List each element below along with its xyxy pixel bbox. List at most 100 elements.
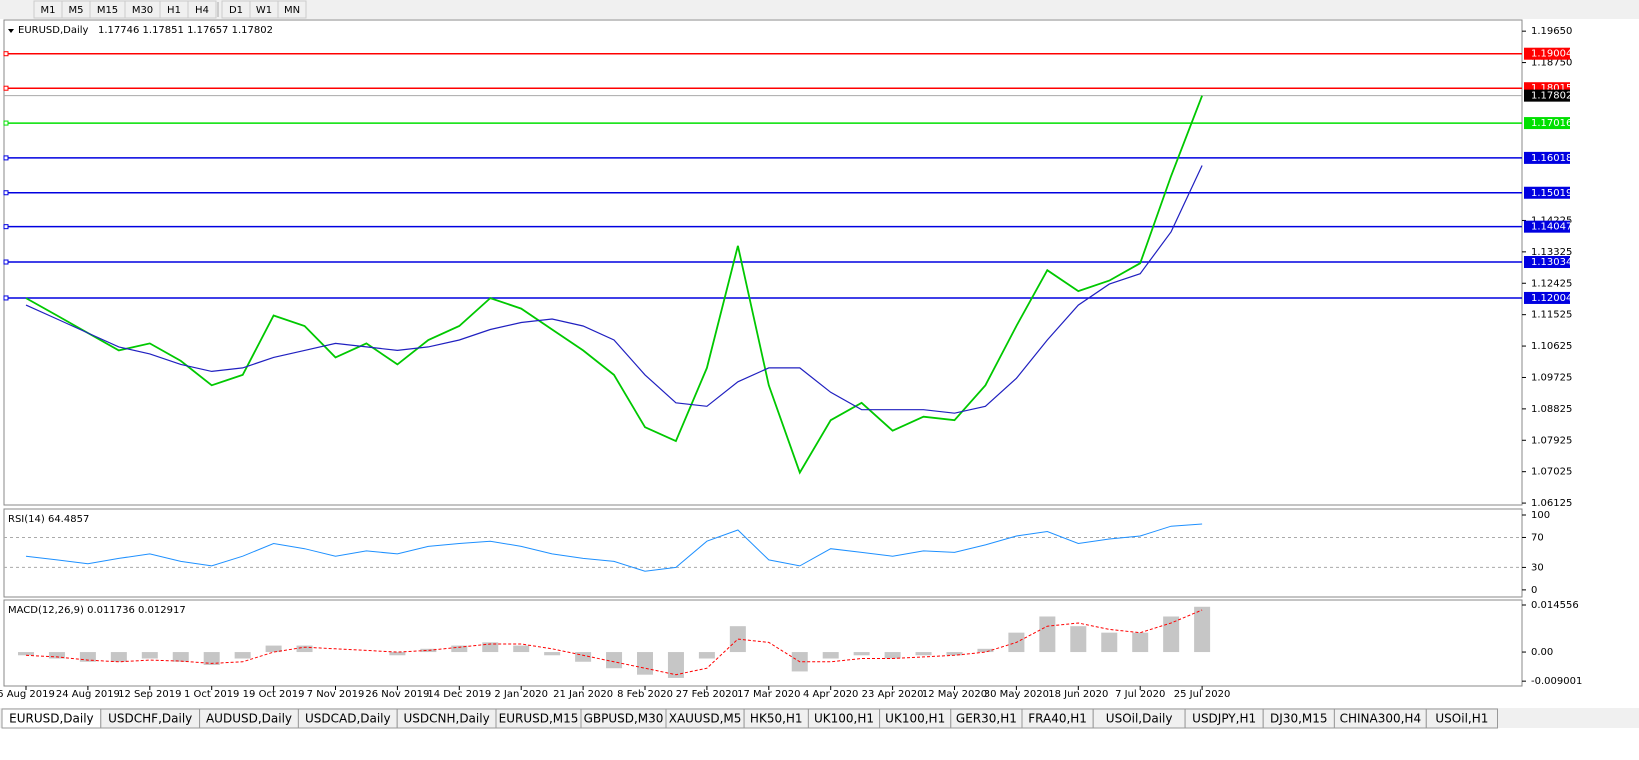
level-tag: [1524, 220, 1570, 233]
x-tick-label: 1 Oct 2019: [184, 689, 239, 700]
level-handle: [3, 85, 9, 91]
y-tick-label: 1.09725: [1531, 372, 1572, 383]
tab-label: AUDUSD,Daily: [206, 712, 292, 726]
y-tick-label: 100: [1531, 510, 1550, 521]
level-handle: [3, 51, 9, 57]
tab-label: CHINA300,H4: [1340, 712, 1422, 726]
y-tick-label: 1.10625: [1531, 341, 1572, 352]
macd-bar: [884, 652, 901, 659]
macd-bar: [482, 642, 499, 653]
tab-label: UK100,H1: [814, 712, 874, 726]
x-tick-label: 14 Dec 2019: [427, 689, 491, 700]
level-handle: [3, 190, 9, 196]
macd-bar: [977, 648, 994, 653]
price-line: [25, 165, 1203, 414]
current-price-tag: [1524, 89, 1570, 102]
tab-label: EURUSD,Daily: [9, 712, 94, 726]
level-label: 1.17016: [1531, 118, 1572, 129]
toolbar-button[interactable]: [187, 0, 217, 19]
macd-bar: [1101, 632, 1118, 653]
x-tick-label: 4 Apr 2020: [803, 689, 858, 700]
tab-label: USOil,Daily: [1106, 712, 1173, 726]
macd-signal: [25, 609, 1203, 676]
x-tick-label: 26 Nov 2019: [365, 689, 429, 700]
level-label: 1.12004: [1531, 293, 1572, 304]
level-tag: [1524, 186, 1570, 199]
price-line: [25, 95, 1203, 475]
y-tick-label: 0.00: [1531, 647, 1553, 658]
x-tick-label: 12 Sep 2019: [118, 689, 181, 700]
tab-label: GER30,H1: [956, 712, 1017, 726]
level-label: 1.13034: [1531, 257, 1572, 268]
y-tick-label: 1.06125: [1531, 498, 1572, 509]
toolbar: [0, 0, 1639, 19]
level-handle: [3, 224, 9, 230]
y-tick-label: 1.11525: [1531, 310, 1572, 321]
toolbar-button-label: H1: [167, 5, 181, 16]
x-tick-label: 21 Jan 2020: [553, 689, 613, 700]
macd-bar: [544, 652, 561, 656]
macd-bar: [1039, 616, 1056, 653]
tab-label: XAUUSD,M5: [669, 712, 742, 726]
toolbar-button-label: D1: [229, 5, 243, 16]
panel-title: RSI(14) 64.4857: [8, 514, 89, 525]
level-tag: [1524, 256, 1570, 269]
tab-label: USDCHF,Daily: [108, 712, 192, 726]
x-tick-label: 18 Jun 2020: [1048, 689, 1108, 700]
macd-bar: [729, 626, 746, 653]
toolbar-button-label: MN: [284, 5, 300, 16]
macd-bar: [265, 645, 282, 653]
macd-bar: [1132, 632, 1149, 653]
y-tick-label: -0.009001: [1531, 676, 1582, 687]
y-tick-label: 1.19650: [1531, 26, 1572, 37]
level-tag: [1524, 151, 1570, 164]
y-tick-label: 1.12425: [1531, 278, 1572, 289]
panel-title: EURUSD,Daily: [18, 25, 89, 36]
macd-bar: [667, 652, 684, 678]
level-tag: [1524, 47, 1570, 60]
macd-bar: [203, 652, 220, 665]
macd-bar: [110, 652, 127, 662]
tab-label: UK100,H1: [885, 712, 945, 726]
current-price-label: 1.17802: [1531, 91, 1572, 102]
macd-bar: [141, 652, 158, 659]
y-tick-label: 1.13325: [1531, 247, 1572, 258]
macd-bar: [1194, 606, 1211, 653]
macd-bar: [513, 645, 530, 653]
macd-bar: [1070, 626, 1087, 653]
toolbar-button[interactable]: [277, 0, 307, 19]
macd-bar: [575, 652, 592, 662]
y-tick-label: 1.08825: [1531, 404, 1572, 415]
macd-panel: [3, 599, 1523, 687]
y-tick-label: 0.014556: [1531, 600, 1579, 611]
macd-bar: [637, 652, 653, 675]
tab-label: DJ30,M15: [1270, 712, 1328, 726]
y-tick-label: 1.07925: [1531, 435, 1572, 446]
y-tick-label: 1.07025: [1531, 467, 1572, 478]
tab-label: EURUSD,M15: [499, 712, 579, 726]
macd-bar: [1163, 616, 1180, 653]
level-label: 1.18015: [1531, 83, 1572, 94]
toolbar-button-label: M5: [69, 5, 84, 16]
y-tick-label: 0: [1531, 585, 1537, 596]
tab[interactable]: [1425, 708, 1499, 729]
macd-bar: [915, 652, 932, 656]
macd-bar: [18, 652, 34, 656]
rsi-panel: [3, 508, 1523, 598]
x-tick-label: 19 Oct 2019: [243, 689, 305, 700]
tab-label: USDCAD,Daily: [305, 712, 391, 726]
panel-title: MACD(12,26,9) 0.011736 0.012917: [8, 605, 186, 616]
macd-bar: [606, 652, 623, 669]
macd-bar: [698, 652, 715, 659]
macd-bar: [420, 648, 437, 653]
x-tick-label: 24 Aug 2019: [56, 689, 120, 700]
level-handle: [3, 155, 9, 161]
tab-label: USOil,H1: [1435, 712, 1488, 726]
macd-bar: [296, 645, 313, 653]
x-tick-label: 6 Aug 2019: [0, 689, 55, 700]
macd-bar: [48, 652, 65, 659]
x-tick-label: 30 May 2020: [984, 689, 1049, 700]
x-tick-label: 12 May 2020: [922, 689, 987, 700]
